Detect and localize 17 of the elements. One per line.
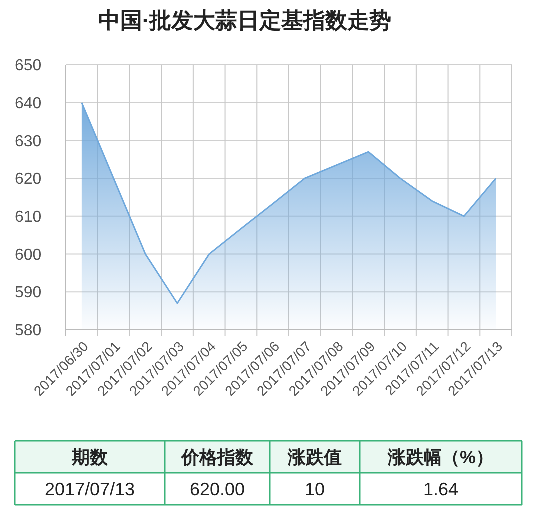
- text: 10: [304, 479, 326, 500]
- y-tick-label: 650: [15, 58, 42, 75]
- text: 期数: [71, 447, 109, 468]
- chart-title: 中国·批发大蒜日定基指数走势: [98, 8, 392, 33]
- text: 涨跌值: [287, 447, 342, 468]
- text: 1.64: [423, 479, 459, 500]
- y-tick-label: 610: [15, 209, 42, 226]
- y-tick-label: 600: [15, 246, 42, 264]
- y-tick-label: 590: [15, 284, 42, 302]
- text: 620.00: [190, 479, 246, 500]
- y-tick-label: 620: [15, 171, 42, 188]
- y-tick-label: 640: [15, 95, 42, 112]
- text: 价格指数: [180, 447, 254, 468]
- y-tick-label: 580: [15, 322, 42, 340]
- y-tick-label: 630: [15, 133, 42, 150]
- text: 涨跌幅（%）: [386, 447, 494, 468]
- text: 2017/07/13: [44, 479, 136, 500]
